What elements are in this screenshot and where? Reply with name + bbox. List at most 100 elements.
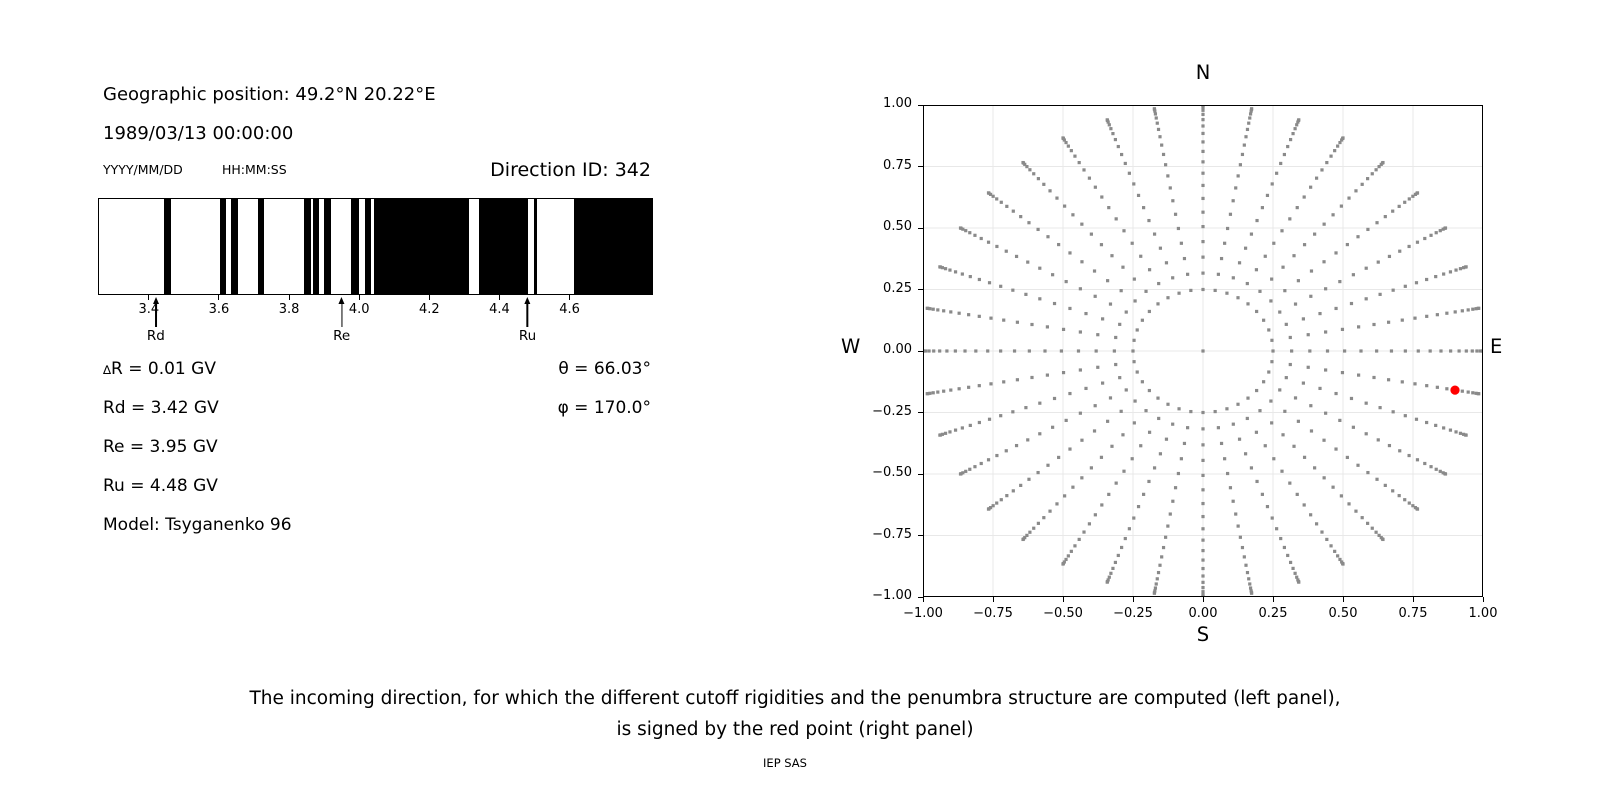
penumbra-x-tick <box>498 295 500 300</box>
param-rd: Rd = 3.42 GV <box>103 398 219 418</box>
x-tick-label: −0.50 <box>1043 606 1083 621</box>
penumbra-band <box>478 199 528 294</box>
penumbra-x-tick-label: 4.0 <box>348 302 370 317</box>
penumbra-band <box>257 199 265 294</box>
penumbra-x-tick <box>288 295 290 300</box>
y-tick <box>918 535 923 536</box>
credit-label: IEP SAS <box>763 756 807 770</box>
y-tick <box>918 166 923 167</box>
penumbra-x-tick <box>148 295 150 300</box>
cutoff-marker-re: Re <box>333 297 350 344</box>
geographic-position-label: Geographic position: 49.2°N 20.22°E <box>103 84 436 105</box>
caption-line-2: is signed by the red point (right panel) <box>616 719 974 740</box>
cutoff-marker-label: Ru <box>518 328 537 344</box>
y-tick-label: −1.00 <box>872 588 912 603</box>
compass-west-label: W <box>841 335 861 358</box>
penumbra-band <box>324 199 331 294</box>
delta-r-value: R = 0.01 GV <box>111 359 216 379</box>
penumbra-x-tick-label: 3.8 <box>278 302 300 317</box>
penumbra-band <box>574 199 652 294</box>
penumbra-band <box>365 199 372 294</box>
x-tick-label: 0.75 <box>1398 606 1428 621</box>
direction-scatter-plot <box>923 105 1483 597</box>
direction-plot-panel: N S W E 1.00 0.75 0.50 0.25 0.00 −0.25 −0.50 −0… <box>841 61 1502 646</box>
up-arrow-icon <box>524 297 531 304</box>
param-theta: θ = 66.03° <box>558 359 651 379</box>
arrow-stem <box>340 304 343 327</box>
penumbra-band <box>163 199 172 294</box>
penumbra-x-tick-label: 4.4 <box>489 302 510 317</box>
y-tick-label: −0.50 <box>872 465 912 480</box>
param-re: Re = 3.95 GV <box>103 437 218 457</box>
penumbra-x-tick-label: 4.6 <box>559 302 580 317</box>
up-arrow-icon <box>152 297 159 304</box>
arrow-stem <box>155 304 157 327</box>
plot-border <box>923 105 1483 597</box>
y-tick-label: 1.00 <box>883 96 912 111</box>
cutoff-marker-label: Re <box>333 328 351 344</box>
x-tick-label: −0.25 <box>1113 606 1153 621</box>
penumbra-x-tick-label: 3.6 <box>208 302 230 317</box>
direction-id-label: Direction ID: 342 <box>490 159 651 181</box>
y-tick-label: 0.25 <box>883 280 912 296</box>
date-format-hint: YYYY/MM/DD <box>103 162 183 177</box>
y-tick-label: −0.25 <box>872 403 912 419</box>
time-format-hint: HH:MM:SS <box>222 162 287 177</box>
y-tick-label: 0.50 <box>883 219 912 234</box>
y-tick <box>918 289 923 290</box>
penumbra-band <box>313 199 320 294</box>
y-tick <box>918 350 923 352</box>
caption-line-1: The incoming direction, for which the di… <box>249 688 1341 709</box>
penumbra-x-tick <box>218 295 220 300</box>
direction-grid-dots <box>923 105 1483 597</box>
x-tick <box>992 597 994 602</box>
x-tick <box>1202 597 1204 602</box>
penumbra-band <box>533 199 538 294</box>
arrow-stem <box>526 304 529 327</box>
x-tick-label: −0.75 <box>973 606 1013 621</box>
penumbra-band <box>230 199 238 294</box>
x-tick-label: 0.50 <box>1328 606 1358 621</box>
param-delta-r: ∆R = 0.01 GV <box>103 359 216 379</box>
x-tick-label: 0.00 <box>1188 606 1218 621</box>
x-tick <box>1272 597 1274 602</box>
penumbra-x-tick <box>428 295 430 300</box>
y-tick <box>918 104 923 106</box>
penumbra-band <box>219 199 226 294</box>
penumbra-band <box>374 199 469 294</box>
x-tick <box>1412 597 1414 602</box>
penumbra-band <box>304 199 312 294</box>
datetime-label: 1989/03/13 00:00:00 <box>103 123 294 144</box>
penumbra-x-tick-label: 3.4 <box>138 302 160 317</box>
delta-symbol: ∆ <box>103 363 112 377</box>
penumbra-frame <box>98 198 653 295</box>
x-tick <box>1062 597 1064 602</box>
y-tick <box>918 473 923 475</box>
y-tick <box>918 596 923 598</box>
compass-east-label: E <box>1490 335 1503 358</box>
up-arrow-icon <box>338 297 345 304</box>
y-tick-label: 0.75 <box>883 157 912 173</box>
param-phi: φ = 170.0° <box>557 398 651 418</box>
x-tick-label: 1.00 <box>1468 606 1498 621</box>
x-tick-label: −1.00 <box>903 606 943 621</box>
x-tick <box>1132 597 1134 602</box>
penumbra-x-tick <box>569 295 571 300</box>
y-tick <box>918 412 923 413</box>
penumbra-band <box>350 199 360 294</box>
x-tick <box>922 597 924 602</box>
penumbra-chart: 3.4 3.6 3.8 4.0 4.2 4.4 4.6 Rd Re Ru <box>98 198 653 358</box>
x-tick <box>1342 597 1344 602</box>
compass-north-label: N <box>1195 61 1211 84</box>
y-tick <box>918 227 923 229</box>
y-tick-label: 0.00 <box>883 342 912 357</box>
x-tick <box>1482 597 1484 602</box>
penumbra-x-tick-label: 4.2 <box>418 302 440 317</box>
cutoff-marker-label: Rd <box>146 328 165 344</box>
cutoff-marker-rd: Rd <box>147 297 165 344</box>
penumbra-x-tick <box>358 295 360 300</box>
cutoff-marker-ru: Ru <box>519 297 536 344</box>
param-ru: Ru = 4.48 GV <box>103 476 218 496</box>
param-model: Model: Tsyganenko 96 <box>103 515 292 535</box>
